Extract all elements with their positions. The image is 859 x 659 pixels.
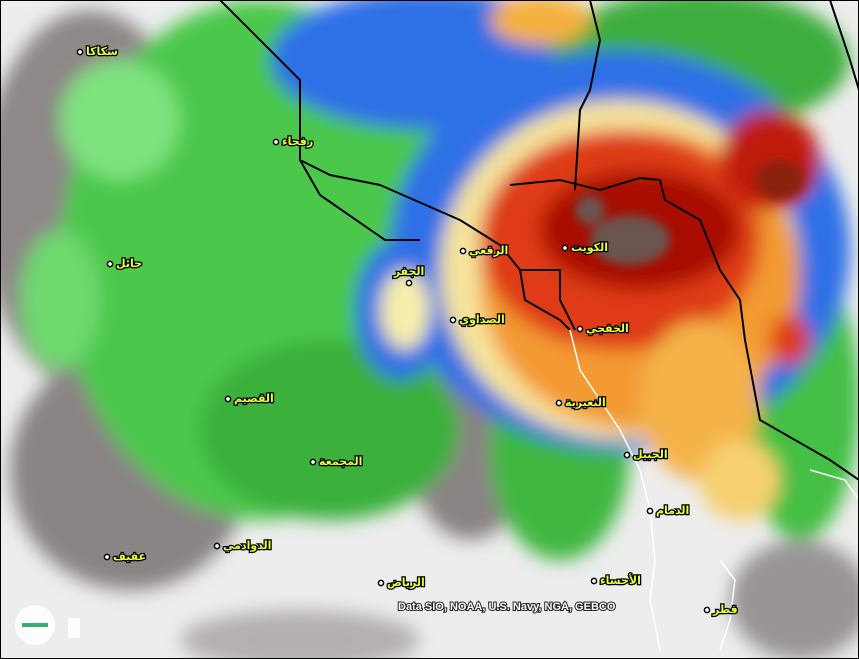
place-dot: [703, 606, 711, 614]
place: حائل: [106, 256, 143, 271]
place-dot: [449, 316, 457, 324]
place: عفيف: [103, 549, 147, 564]
place-label: الرياض: [387, 576, 425, 589]
place: الدمام: [646, 503, 691, 518]
place-label: النعيرية: [565, 396, 606, 409]
place: الكويت: [561, 240, 609, 255]
place-label: الدوادمي: [223, 539, 271, 552]
place: سكاكا: [76, 44, 119, 59]
borders: [219, 0, 859, 481]
place-label: الجفر: [393, 265, 425, 278]
place-label: سكاكا: [86, 45, 118, 58]
place-label: الجبيل: [633, 448, 668, 461]
place-label: رفحاء: [282, 135, 313, 148]
place-dot: [623, 451, 631, 459]
place: الأحساء: [590, 572, 642, 588]
place: الصداوي: [449, 312, 506, 327]
place: الرياض: [377, 575, 426, 590]
place-dot: [561, 244, 569, 252]
place-label: القصيم: [234, 392, 274, 405]
place-dot: [272, 138, 280, 146]
place-dot: [224, 395, 232, 403]
place-dot: [459, 247, 467, 255]
place-label: قطر: [712, 603, 738, 616]
place-label: حائل: [116, 257, 142, 270]
place: النعيرية: [555, 395, 607, 410]
place: الجبيل: [623, 447, 669, 462]
place-label: عفيف: [113, 550, 146, 563]
place: الخفجي: [576, 321, 630, 336]
place-dot: [377, 579, 385, 587]
place-label: الرقعي: [469, 244, 508, 257]
logo: [15, 605, 80, 645]
place-dot: [309, 458, 317, 466]
place-label: الدمام: [656, 504, 689, 517]
place-dot: [555, 399, 563, 407]
place-labels: سكاكا رفحاء حائل الرقعي الكويت الجفر الصداوي ال…: [76, 44, 739, 617]
place-dot: [646, 507, 654, 515]
place: رفحاء: [272, 134, 315, 149]
place-label: الكويت: [571, 241, 608, 254]
place-dot: [590, 577, 598, 585]
place: الجفر: [391, 264, 426, 287]
place-label: المجمعة: [319, 455, 362, 468]
place-label: الأحساء: [600, 573, 641, 587]
place-dot: [106, 260, 114, 268]
place: قطر: [703, 602, 739, 617]
place-label: الصداوي: [459, 313, 505, 326]
place: المجمعة: [309, 454, 364, 469]
place: الرقعي: [459, 243, 510, 258]
place-dot: [576, 325, 584, 333]
place-dot: [405, 279, 413, 287]
place-dot: [103, 553, 111, 561]
attribution: Data SIO, NOAA, U.S. Navy, NGA, GEBCO: [398, 601, 616, 613]
place: الدوادمي: [213, 538, 273, 553]
coastline: [569, 329, 859, 651]
place-dot: [76, 48, 84, 56]
place: القصيم: [224, 391, 275, 406]
place-label: الخفجي: [586, 322, 629, 335]
place-dot: [213, 542, 221, 550]
